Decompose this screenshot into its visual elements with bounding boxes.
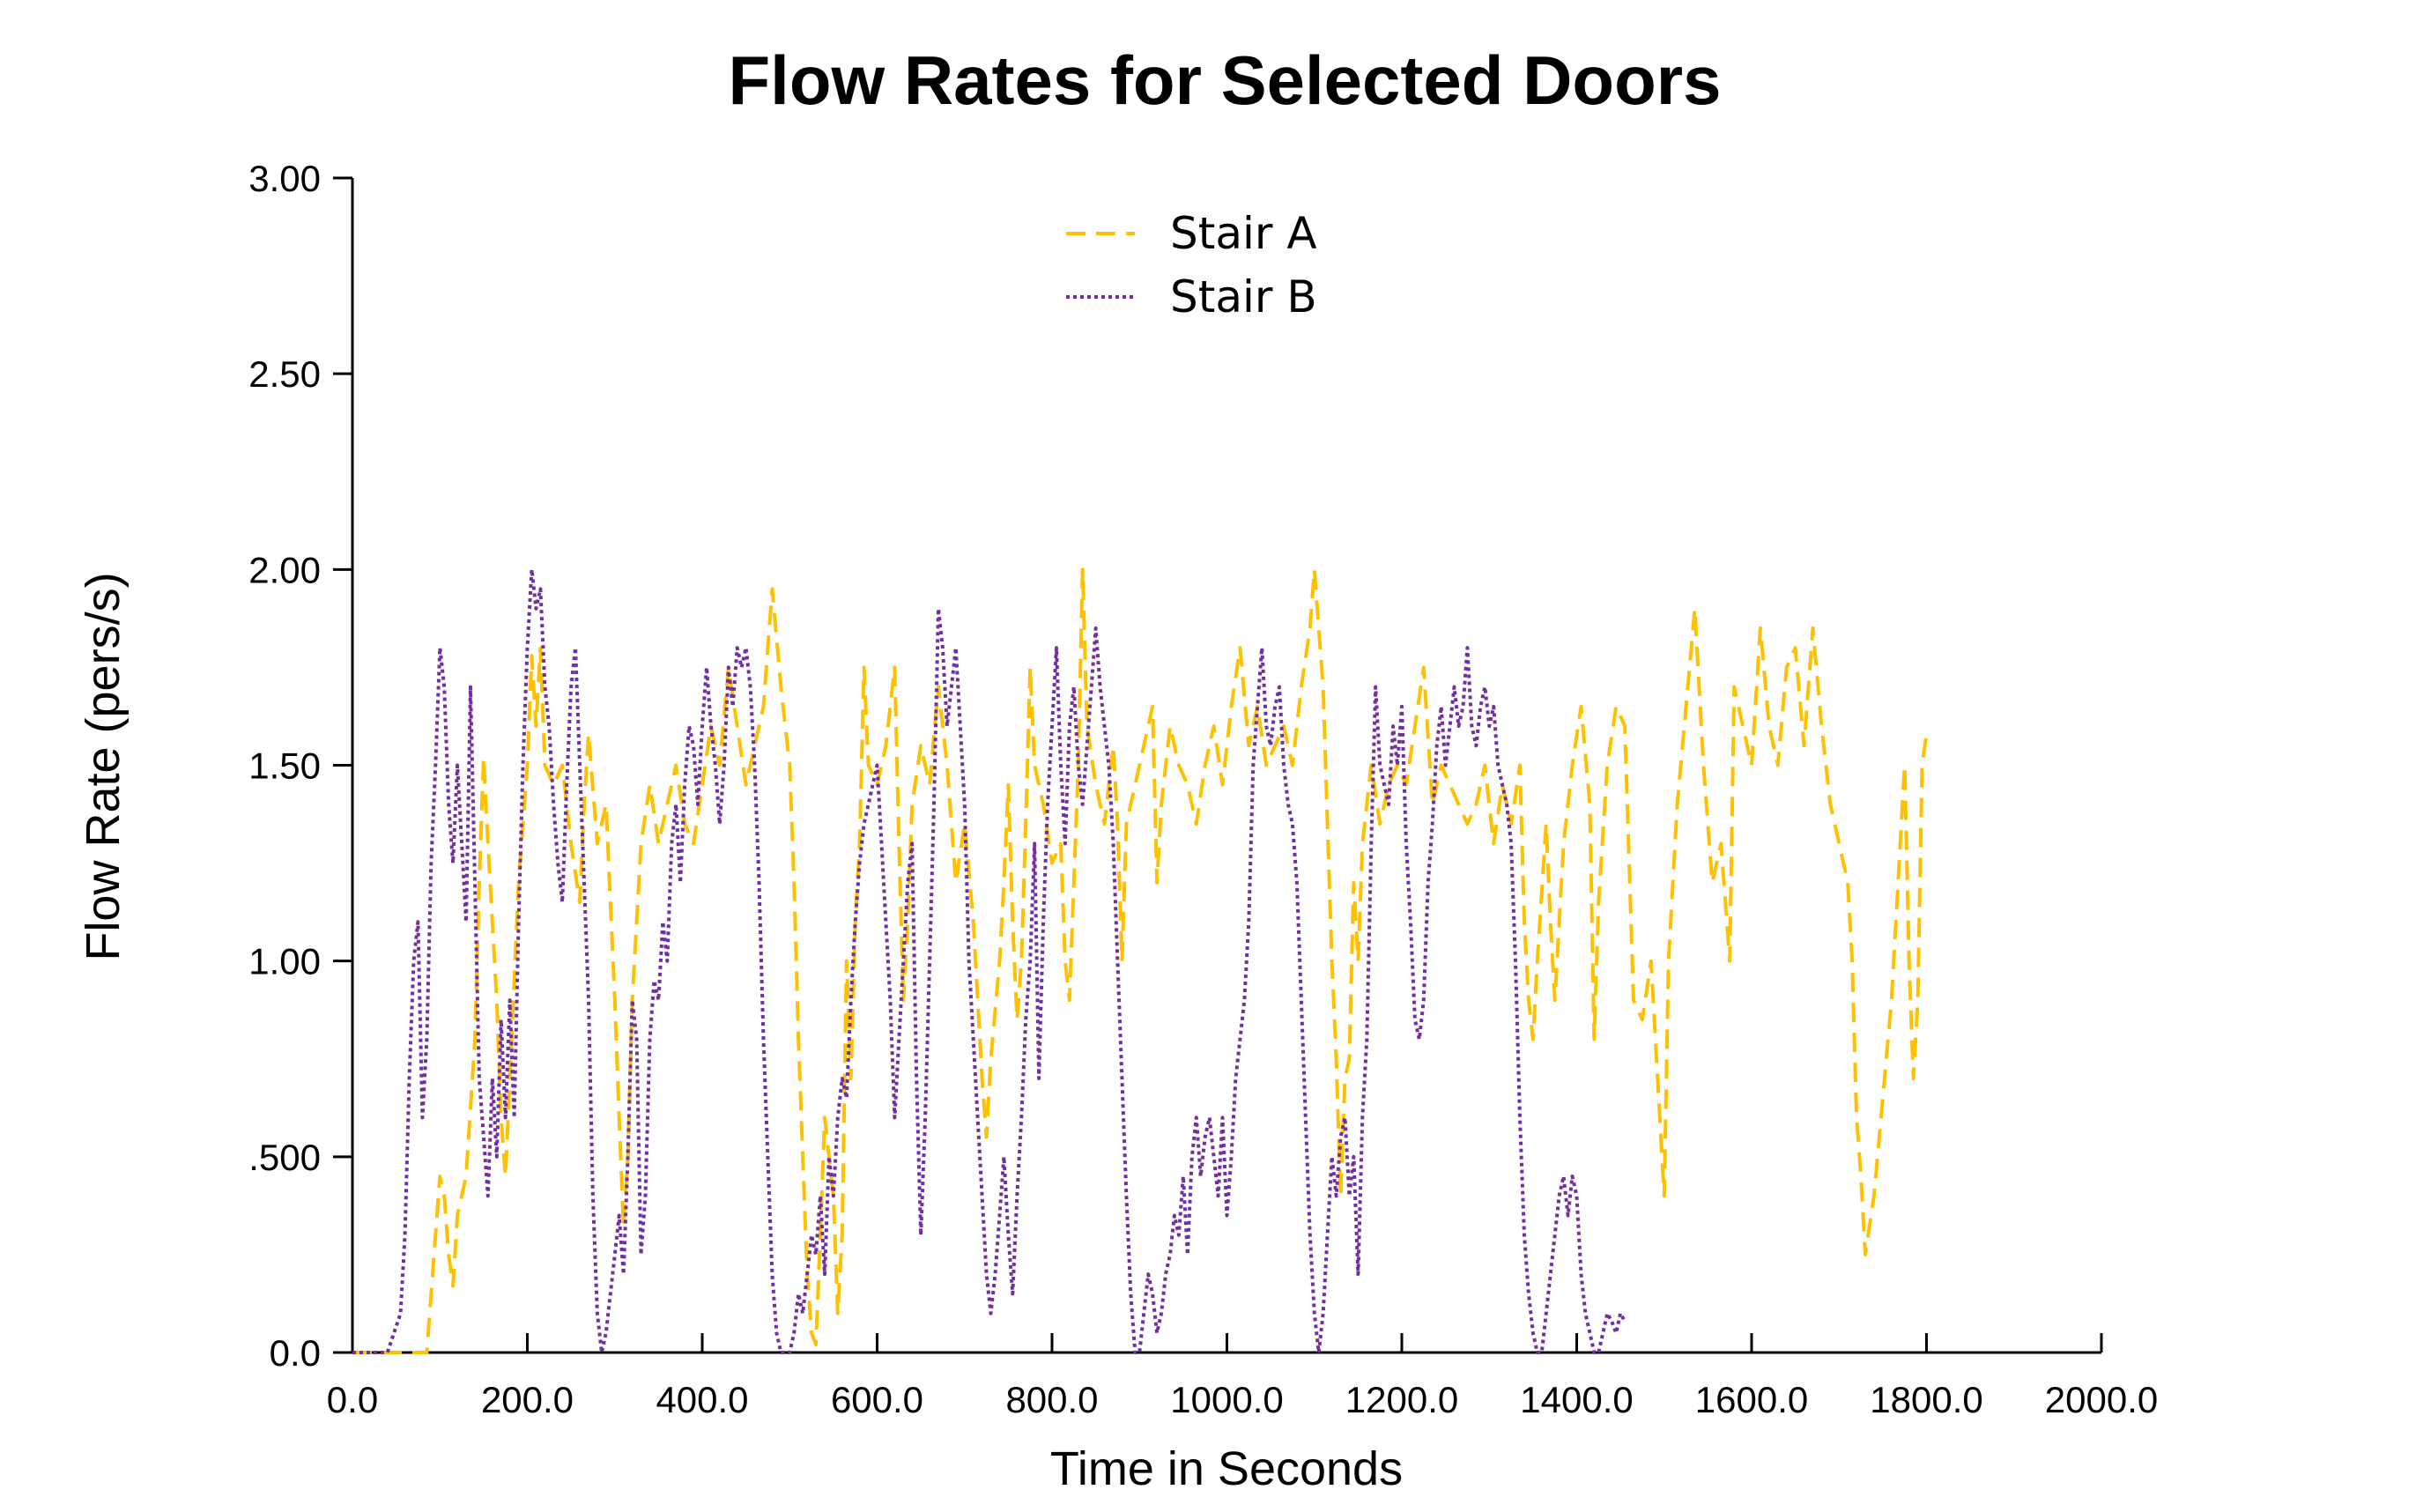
legend-label: Stair A xyxy=(1170,208,1317,259)
x-axis-label: Time in Seconds xyxy=(1050,1442,1403,1495)
y-tick-label: 2.00 xyxy=(248,549,321,590)
x-tick-label: 1800.0 xyxy=(1870,1379,1982,1420)
x-tick-label: 1000.0 xyxy=(1170,1379,1283,1420)
chart-title: Flow Rates for Selected Doors xyxy=(729,41,1722,119)
y-axis: 0.0 .500 1.00 1.50 2.00 2.50 3.00 xyxy=(248,158,354,1374)
x-tick-label: 400.0 xyxy=(656,1379,748,1420)
x-tick-label: 600.0 xyxy=(831,1379,923,1420)
x-tick-label: 1600.0 xyxy=(1695,1379,1808,1420)
y-tick-label: 0.0 xyxy=(270,1332,321,1374)
series-line-stair-b xyxy=(352,567,1626,1354)
x-tick-label: 200.0 xyxy=(481,1379,574,1420)
y-tick-label: 2.50 xyxy=(248,353,321,395)
x-tick-label: 2000.0 xyxy=(2045,1379,2158,1420)
x-tick-label: 1200.0 xyxy=(1345,1379,1458,1420)
x-tick-label: 800.0 xyxy=(1005,1379,1098,1420)
y-tick-label: 1.50 xyxy=(248,745,321,787)
x-tick-label: 1400.0 xyxy=(1520,1379,1633,1420)
series-layer xyxy=(352,567,1929,1354)
y-tick-label: .500 xyxy=(248,1137,321,1178)
y-tick-label: 3.00 xyxy=(248,158,321,199)
x-tick-label: 0.0 xyxy=(327,1379,378,1420)
y-axis-label: Flow Rate (pers/s) xyxy=(77,572,130,960)
x-axis: 0.0 200.0 400.0 600.0 800.0 1000.0 1200.0 1400.… xyxy=(327,1333,2158,1420)
y-tick-label: 1.00 xyxy=(248,941,321,982)
legend-label: Stair B xyxy=(1170,271,1317,322)
legend: Stair A Stair B xyxy=(1066,208,1317,322)
